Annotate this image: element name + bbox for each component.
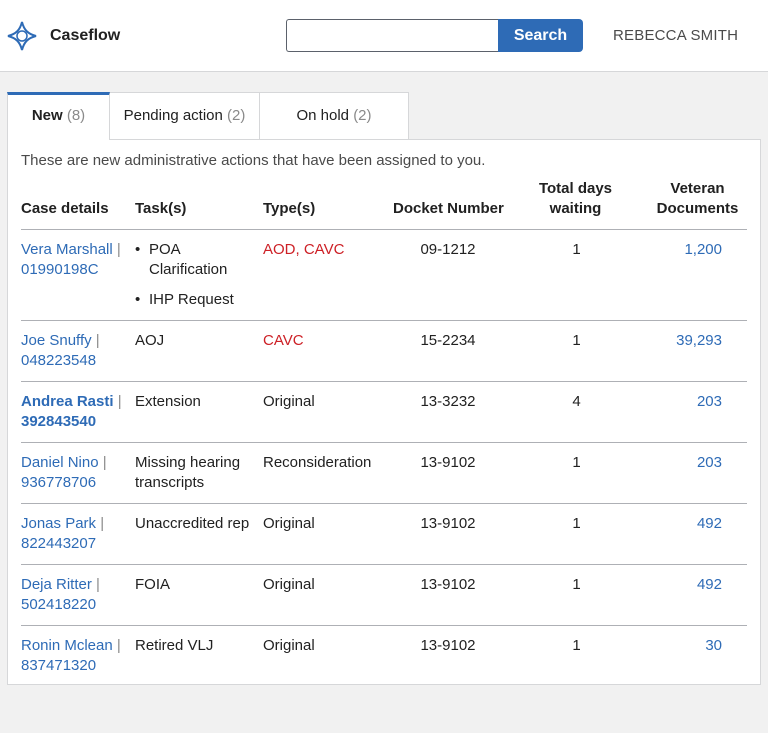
separator: | [100,515,105,532]
table-row: Ronin Mclean | 837471320 Retired VLJ Ori… [21,625,747,683]
veteran-name-link[interactable]: Deja Ritter [21,576,92,593]
tab-count: (2) [353,107,372,124]
veteran-name-link[interactable]: Vera Marshall [21,241,113,258]
days-waiting: 4 [572,393,581,410]
document-count-link[interactable]: 492 [696,515,722,532]
days-waiting: 1 [572,332,581,349]
separator: | [95,332,100,349]
tab-label: Pending action [123,107,223,124]
table-row: Daniel Nino | 936778706 Missing hearing … [21,442,747,503]
days-waiting: 1 [572,637,581,654]
table-row: Joe Snuffy | 048223548 AOJ CAVC 15-2234 … [21,320,747,381]
table-row: Deja Ritter | 502418220 FOIA Original 13… [21,564,747,625]
document-count-link[interactable]: 1,200 [684,241,722,258]
task-item: Missing hearing transcripts [135,454,241,491]
task-item: Unaccredited rep [135,515,250,532]
docket-number: 13-9102 [420,576,476,593]
task-list: POA Clarification IHP Request [135,240,255,320]
docket-number: 13-9102 [420,454,476,471]
document-count-link[interactable]: 492 [696,576,722,593]
column-header-case: Case details [21,200,109,217]
tab-new[interactable]: New (8) [7,92,110,140]
task-item: FOIA [135,576,171,593]
veteran-id-link[interactable]: 502418220 [21,596,97,613]
veteran-name-link[interactable]: Ronin Mclean [21,637,113,654]
task-item: POA Clarification [135,240,255,280]
tab-label: On hold [296,107,350,124]
case-type: AOD, CAVC [263,241,345,258]
case-type: Original [263,637,315,654]
document-count-link[interactable]: 39,293 [676,332,722,349]
docket-number: 15-2234 [420,332,476,349]
case-details: Ronin Mclean | 837471320 [21,636,131,676]
case-type: Original [263,576,315,593]
case-details: Jonas Park | 822443207 [21,514,131,554]
table-row: Jonas Park | 822443207 Unaccredited rep … [21,503,747,564]
document-count-link[interactable]: 30 [705,637,722,654]
docket-number: 09-1212 [420,241,476,258]
days-waiting: 1 [572,515,581,532]
case-type: Original [263,515,315,532]
app-name: Caseflow [50,27,121,44]
days-waiting: 1 [572,241,581,258]
veteran-name-link[interactable]: Jonas Park [21,515,97,532]
separator: | [117,393,122,410]
veteran-id-link[interactable]: 822443207 [21,535,97,552]
column-header-docket: Docket Number [393,200,504,217]
intro-text: These are new administrative actions tha… [21,152,486,169]
document-count-link[interactable]: 203 [696,454,722,471]
tab-label: New [31,107,63,124]
separator: | [102,454,107,471]
docket-number: 13-9102 [420,637,476,654]
case-type: Reconsideration [263,454,372,471]
case-details: Andrea Rasti | 392843540 [21,392,131,432]
task-item: IHP Request [135,290,255,310]
app-header: Caseflow Search REBECCA SMITH [0,0,768,72]
search-button[interactable]: Search [498,19,583,52]
tab-count: (2) [227,107,246,124]
case-details: Vera Marshall | 01990198C [21,240,131,280]
user-menu[interactable]: REBECCA SMITH [613,27,739,44]
veteran-id-link[interactable]: 392843540 [21,413,97,430]
search-input[interactable] [286,19,499,52]
case-type: CAVC [263,332,304,349]
task-item: Extension [135,393,201,410]
veteran-name-link[interactable]: Joe Snuffy [21,332,92,349]
veteran-name-link[interactable]: Daniel Nino [21,454,99,471]
separator: | [96,576,100,593]
veteran-name-link[interactable]: Andrea Rasti [21,393,114,410]
tab-count: (8) [66,107,86,124]
column-header-days-waiting: Total days waiting [538,180,613,217]
document-count-link[interactable]: 203 [696,393,722,410]
case-type: Original [263,393,315,410]
tab-on-hold[interactable]: On hold (2) [259,92,409,140]
column-header-types: Type(s) [263,200,316,217]
column-header-tasks: Task(s) [135,200,187,217]
column-header-documents: Veteran Documents [656,180,739,217]
veteran-id-link[interactable]: 837471320 [21,657,97,674]
case-details: Joe Snuffy | 048223548 [21,331,131,371]
days-waiting: 1 [572,454,581,471]
veteran-id-link[interactable]: 936778706 [21,474,97,491]
table-row: Vera Marshall | 01990198C POA Clarificat… [21,229,747,320]
separator: | [116,241,121,258]
separator: | [116,637,121,654]
task-item: Retired VLJ [135,637,214,654]
tab-pending-action[interactable]: Pending action (2) [109,92,260,140]
docket-number: 13-3232 [420,393,476,410]
tab-panel [7,139,761,685]
caseflow-logo-icon [6,20,38,52]
days-waiting: 1 [572,576,581,593]
veteran-id-link[interactable]: 048223548 [21,352,97,369]
case-details: Daniel Nino | 936778706 [21,453,131,493]
veteran-id-link[interactable]: 01990198C [21,261,99,278]
docket-number: 13-9102 [420,515,476,532]
case-details: Deja Ritter | 502418220 [21,575,131,615]
task-item: AOJ [135,332,165,349]
table-row: Andrea Rasti | 392843540 Extension Origi… [21,381,747,442]
